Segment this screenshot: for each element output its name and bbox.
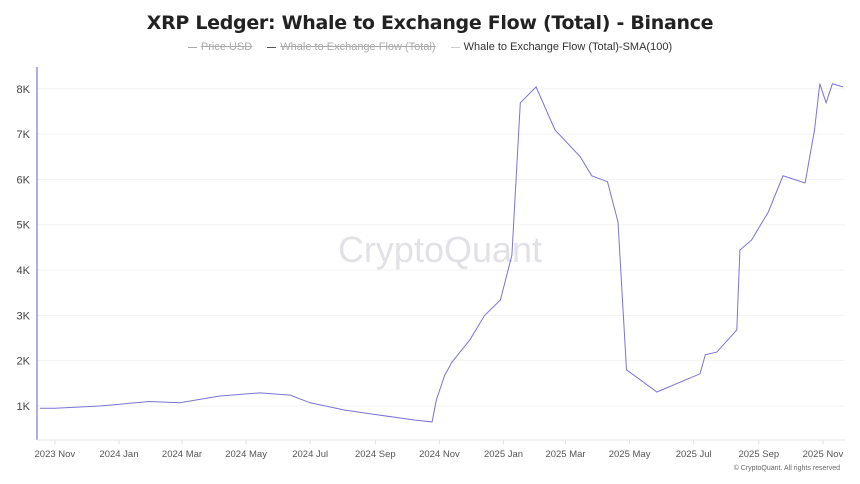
y-tick-label: 8K (17, 84, 31, 96)
legend-swatch (187, 46, 197, 48)
data-point (451, 361, 453, 363)
data-point (54, 407, 56, 409)
data-point (219, 395, 221, 397)
data-point (607, 181, 608, 183)
x-tick-label: 2025 May (609, 449, 651, 460)
y-tick-label: 7K (17, 129, 31, 141)
copyright: © CryptoQuant. All rights reserved (733, 465, 840, 472)
data-point (579, 156, 581, 158)
legend: Price USD Whale to Exchange Flow (Total)… (0, 41, 860, 53)
y-tick-label: 4K (17, 265, 31, 277)
data-point (39, 407, 41, 409)
data-point (814, 129, 815, 131)
data-point (484, 314, 486, 316)
data-point (99, 405, 101, 407)
data-point (626, 369, 627, 371)
data-point (435, 399, 437, 401)
watermark: CryptoQuant (338, 229, 542, 270)
y-tick-label: 6K (17, 174, 31, 186)
legend-label: Whale to Exchange Flow (Total)-SMA(100) (463, 41, 673, 53)
y-tick-label: 2K (17, 356, 31, 368)
data-point (344, 409, 346, 411)
x-tick-label: 2025 Jan (484, 449, 523, 460)
x-tick-label: 2025 Mar (545, 449, 585, 460)
x-tick-label: 2023 Nov (35, 449, 76, 460)
data-point (819, 83, 821, 85)
data-point (767, 211, 769, 213)
x-tick-label: 2024 Jan (99, 449, 138, 460)
legend-swatch (267, 46, 277, 48)
x-tick-label: 2024 May (225, 449, 267, 460)
data-point (414, 419, 416, 421)
y-tick-label: 5K (17, 220, 31, 232)
x-tick-label: 2024 Jul (292, 449, 328, 460)
data-point (804, 182, 806, 184)
x-tick-label: 2024 Sep (355, 449, 396, 460)
data-point (739, 249, 741, 251)
data-point (736, 329, 738, 331)
legend-item-whale-flow-sma[interactable]: Whale to Exchange Flow (Total)-SMA(100) (450, 41, 673, 53)
data-point (554, 129, 556, 131)
x-tick-label: 2024 Mar (162, 449, 202, 460)
data-point (149, 401, 150, 402)
data-point (842, 86, 844, 88)
x-tick-label: 2024 Nov (419, 449, 460, 460)
data-point (499, 299, 501, 301)
data-point (656, 391, 658, 393)
data-point (431, 421, 433, 423)
x-tick-label: 2025 Nov (803, 449, 844, 460)
data-point (309, 402, 311, 404)
data-point (699, 373, 701, 375)
data-point (511, 254, 513, 256)
data-point (617, 221, 619, 223)
x-tick-label: 2025 Sep (738, 449, 779, 460)
data-point (519, 102, 521, 104)
data-point (751, 239, 752, 241)
data-point (782, 175, 784, 177)
data-point (179, 402, 181, 404)
y-tick-label: 3K (17, 310, 31, 322)
legend-label: Whale to Exchange Flow (Total) (280, 41, 436, 53)
data-point (825, 102, 827, 104)
x-tick-label: 2025 Jul (676, 449, 712, 460)
data-point (444, 374, 446, 376)
data-point (259, 392, 261, 394)
y-tick-label: 1K (17, 401, 31, 413)
data-point (704, 354, 706, 356)
data-point (289, 394, 291, 396)
data-point (379, 414, 380, 416)
chart-title: XRP Ledger: Whale to Exchange Flow (Tota… (146, 12, 714, 34)
legend-item-price-usd[interactable]: Price USD (187, 41, 253, 53)
legend-label: Price USD (200, 41, 253, 53)
data-point (535, 86, 537, 88)
legend-item-whale-flow[interactable]: Whale to Exchange Flow (Total) (267, 41, 436, 53)
data-point (831, 83, 833, 85)
data-point (716, 351, 718, 353)
data-point (469, 339, 471, 341)
legend-swatch (450, 46, 460, 48)
data-point (591, 175, 593, 177)
